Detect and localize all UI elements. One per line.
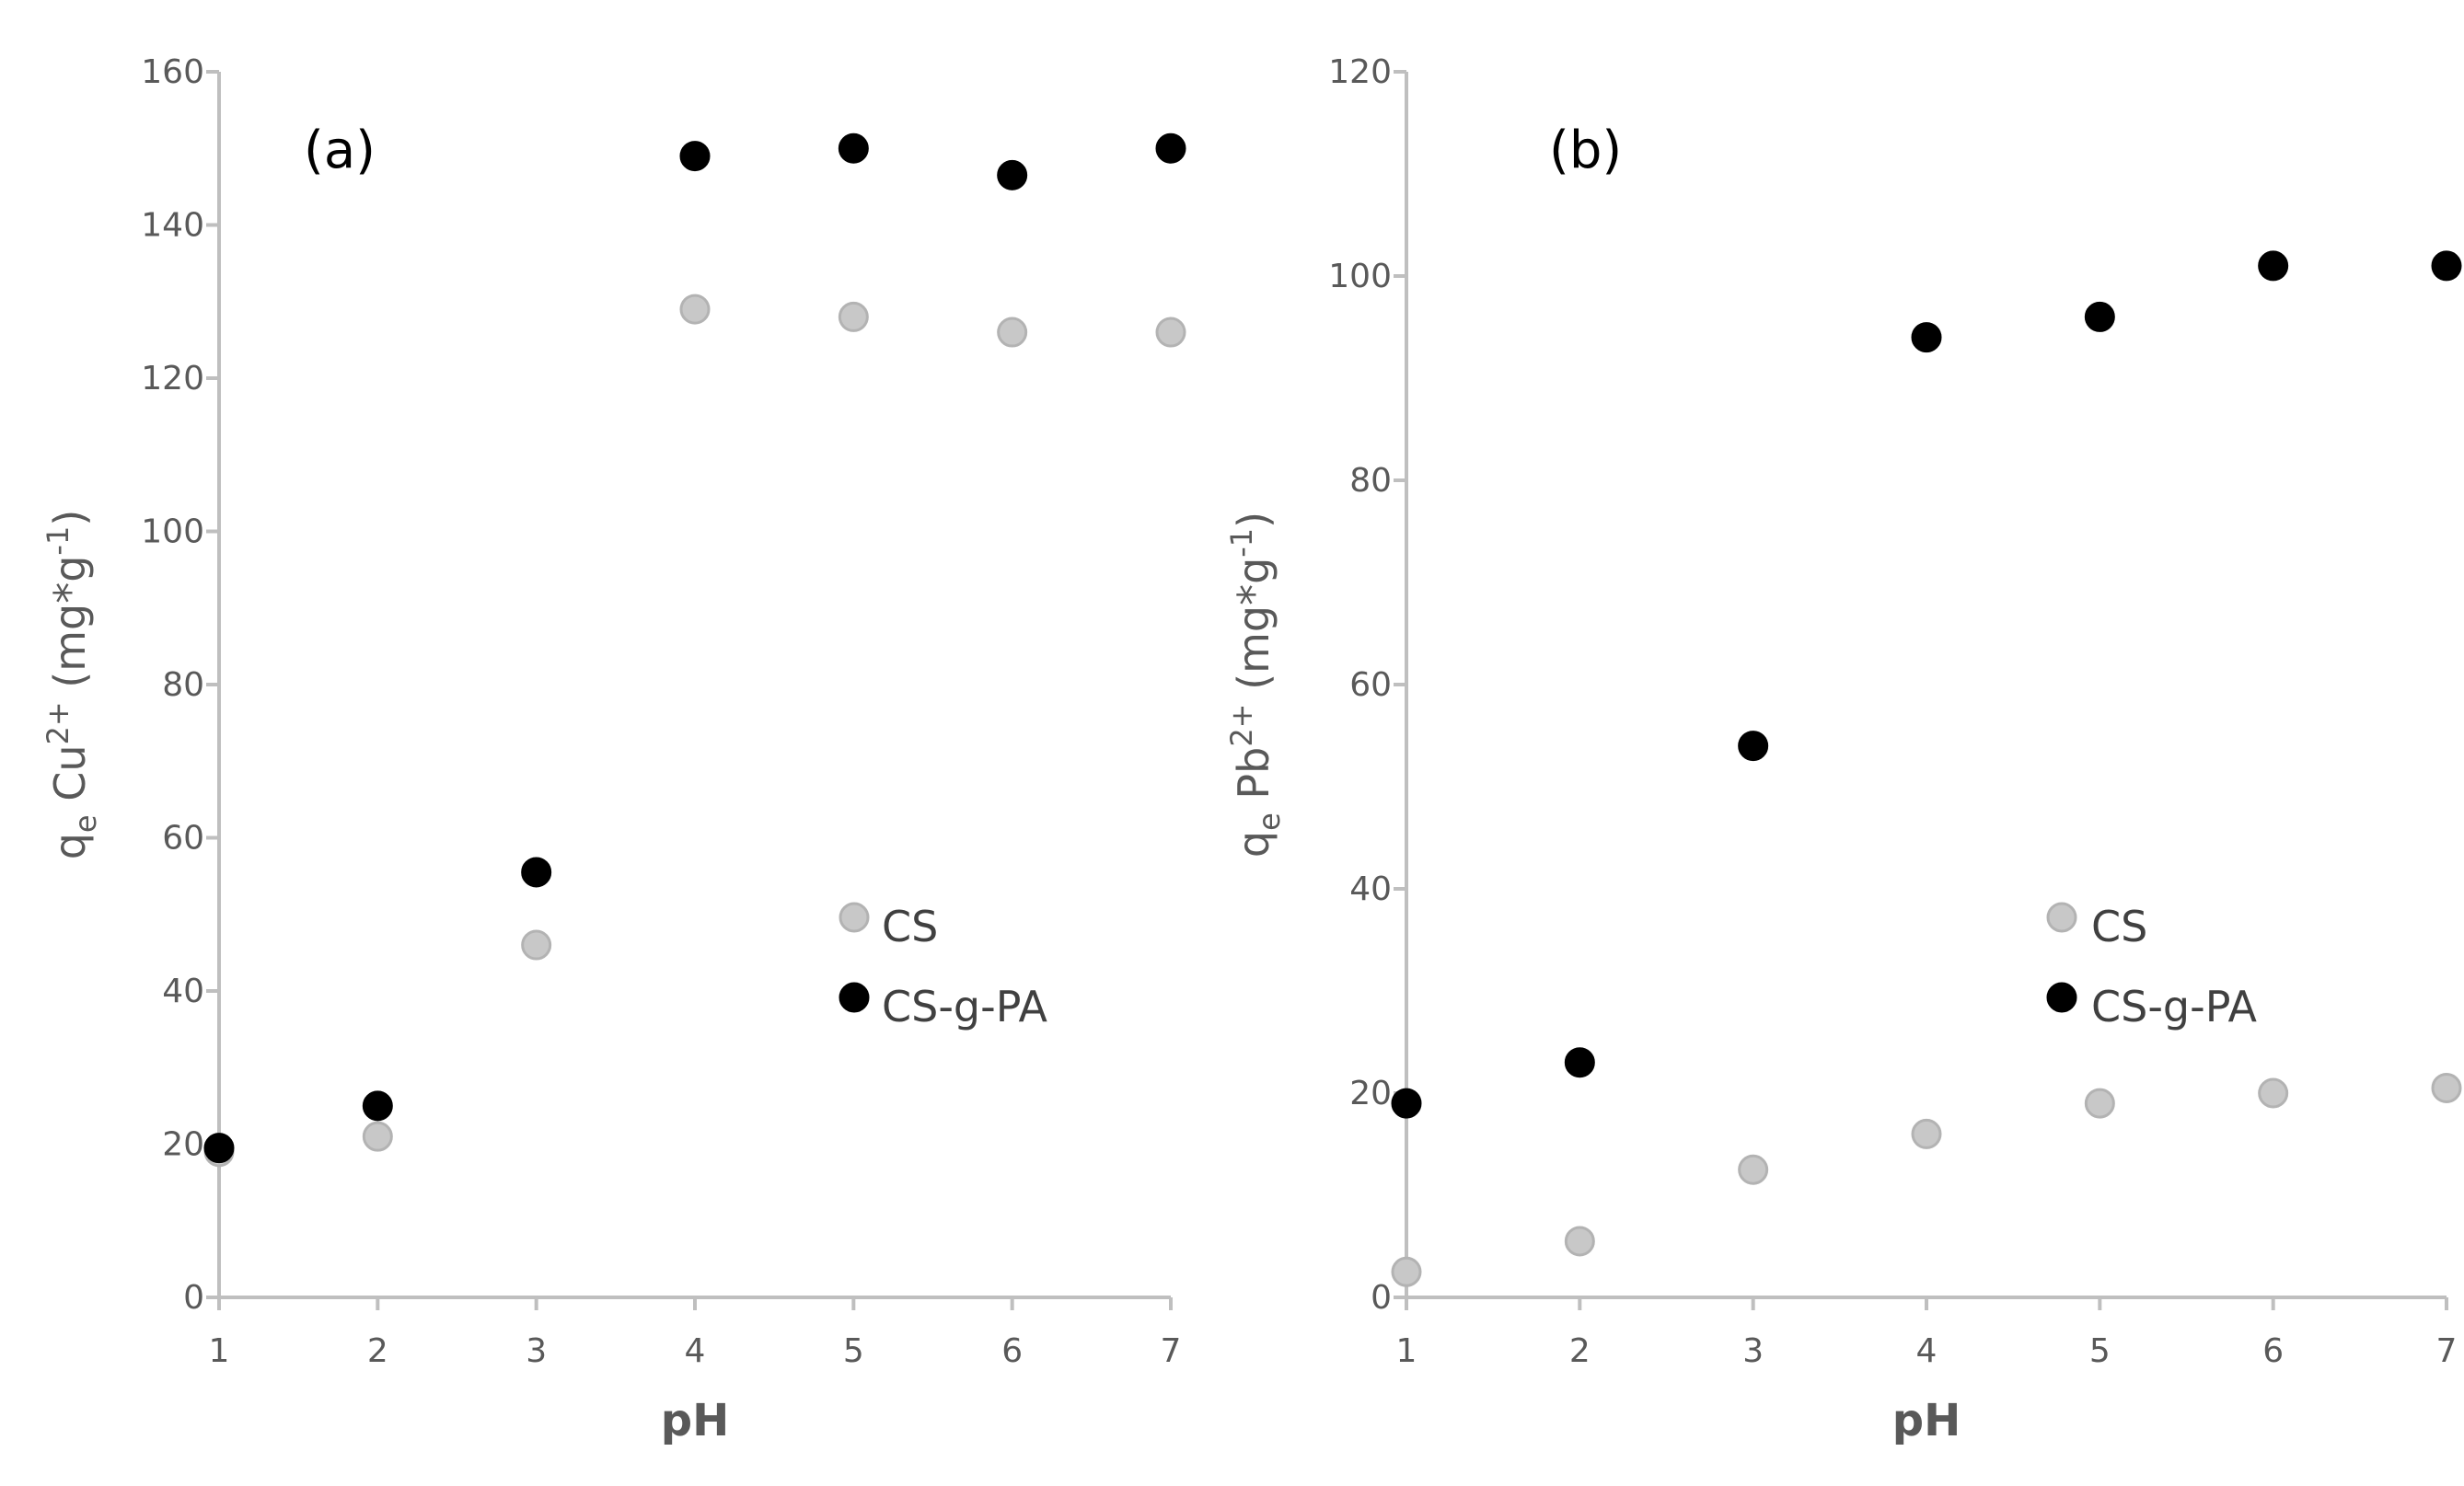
data-point xyxy=(838,301,869,332)
data-point xyxy=(1155,132,1186,164)
chart-panel-a: 0 20 40 60 80 100 120 140 160 1 2 3 4 5 6 7 pH qe Cu2+ (m… xyxy=(40,53,1186,1446)
panel-label: (a) xyxy=(304,121,376,180)
x-tick-label: 3 xyxy=(526,1332,547,1370)
x-tick-label: 2 xyxy=(367,1332,388,1370)
data-point xyxy=(203,1133,235,1164)
x-tick-label: 5 xyxy=(843,1332,864,1370)
y-tick-label: 100 xyxy=(141,513,204,551)
y-tick-label: 160 xyxy=(141,53,204,91)
x-tick-label: 1 xyxy=(1396,1332,1417,1370)
data-point xyxy=(679,294,711,325)
x-tick-label: 1 xyxy=(209,1332,230,1370)
y-tick-label: 0 xyxy=(183,1279,204,1317)
series-cs-g-pa xyxy=(203,132,1186,1164)
series-cs xyxy=(203,294,1186,1168)
data-point xyxy=(997,159,1028,190)
legend-label: CS xyxy=(2091,902,2147,951)
y-tick-label: 60 xyxy=(162,820,204,858)
data-point xyxy=(1911,1118,1942,1149)
legend-label: CS-g-PA xyxy=(882,982,1048,1031)
data-point xyxy=(1738,1154,1769,1185)
y-tick-label: 20 xyxy=(1349,1075,1392,1112)
data-point xyxy=(2431,1072,2462,1103)
y-tick-label: 80 xyxy=(162,666,204,704)
x-tick-label: 2 xyxy=(1569,1332,1591,1370)
x-tick-label: 6 xyxy=(2262,1332,2284,1370)
data-point xyxy=(2258,1077,2289,1109)
y-tick-label: 60 xyxy=(1349,666,1392,704)
data-point xyxy=(2431,250,2462,282)
y-tick-label: 40 xyxy=(162,973,204,1010)
legend-label: CS xyxy=(882,902,938,951)
chart-panel-b: 0 20 40 60 80 100 120 1 2 3 4 5 6 7 pH qe Pb2+ (mg*g-1)… xyxy=(1224,53,2462,1446)
data-point xyxy=(1738,731,1769,762)
data-point xyxy=(1564,1047,1595,1078)
data-point xyxy=(2084,301,2115,332)
y-axis-label: qe Pb2+ (mg*g-1) xyxy=(1224,512,1287,858)
y-tick-label: 140 xyxy=(141,207,204,245)
data-point xyxy=(362,1121,393,1152)
data-point xyxy=(1911,322,1942,353)
y-tick-label: 40 xyxy=(1349,870,1392,908)
y-axis-label: qe Cu2+ (mg*g-1) xyxy=(40,510,103,860)
x-tick-label: 4 xyxy=(1916,1332,1938,1370)
legend-marker xyxy=(2046,902,2077,933)
y-tick-label: 80 xyxy=(1349,462,1392,500)
y-tick-label: 20 xyxy=(162,1126,204,1164)
data-point xyxy=(1564,1226,1595,1257)
data-point xyxy=(2258,250,2289,282)
x-tick-label: 4 xyxy=(685,1332,706,1370)
x-tick-label: 3 xyxy=(1742,1332,1764,1370)
x-tick-label: 6 xyxy=(1001,1332,1023,1370)
data-point xyxy=(362,1090,393,1122)
data-point xyxy=(521,929,552,961)
data-point xyxy=(997,317,1028,348)
x-axis-label: pH xyxy=(1892,1395,1961,1446)
y-tick-label: 100 xyxy=(1328,258,1392,295)
panel-label: (b) xyxy=(1549,121,1622,180)
data-point xyxy=(1391,1088,1422,1119)
series-cs-g-pa xyxy=(1391,250,2462,1119)
data-point xyxy=(838,132,869,164)
legend-marker xyxy=(839,902,870,933)
data-point xyxy=(521,857,552,888)
series-cs xyxy=(1391,1072,2462,1287)
x-tick-label: 5 xyxy=(2089,1332,2111,1370)
data-point xyxy=(679,141,711,172)
legend-marker xyxy=(839,982,870,1013)
y-tick-label: 0 xyxy=(1371,1279,1392,1317)
x-tick-label: 7 xyxy=(1161,1332,1182,1370)
x-axis-label: pH xyxy=(661,1395,730,1446)
y-tick-label: 120 xyxy=(1328,53,1392,91)
y-tick-label: 120 xyxy=(141,360,204,397)
legend-label: CS-g-PA xyxy=(2091,982,2258,1031)
x-tick-label: 7 xyxy=(2436,1332,2458,1370)
data-point xyxy=(1155,317,1186,348)
data-point xyxy=(1391,1256,1422,1287)
legend-marker xyxy=(2046,982,2077,1013)
data-point xyxy=(2084,1088,2115,1119)
